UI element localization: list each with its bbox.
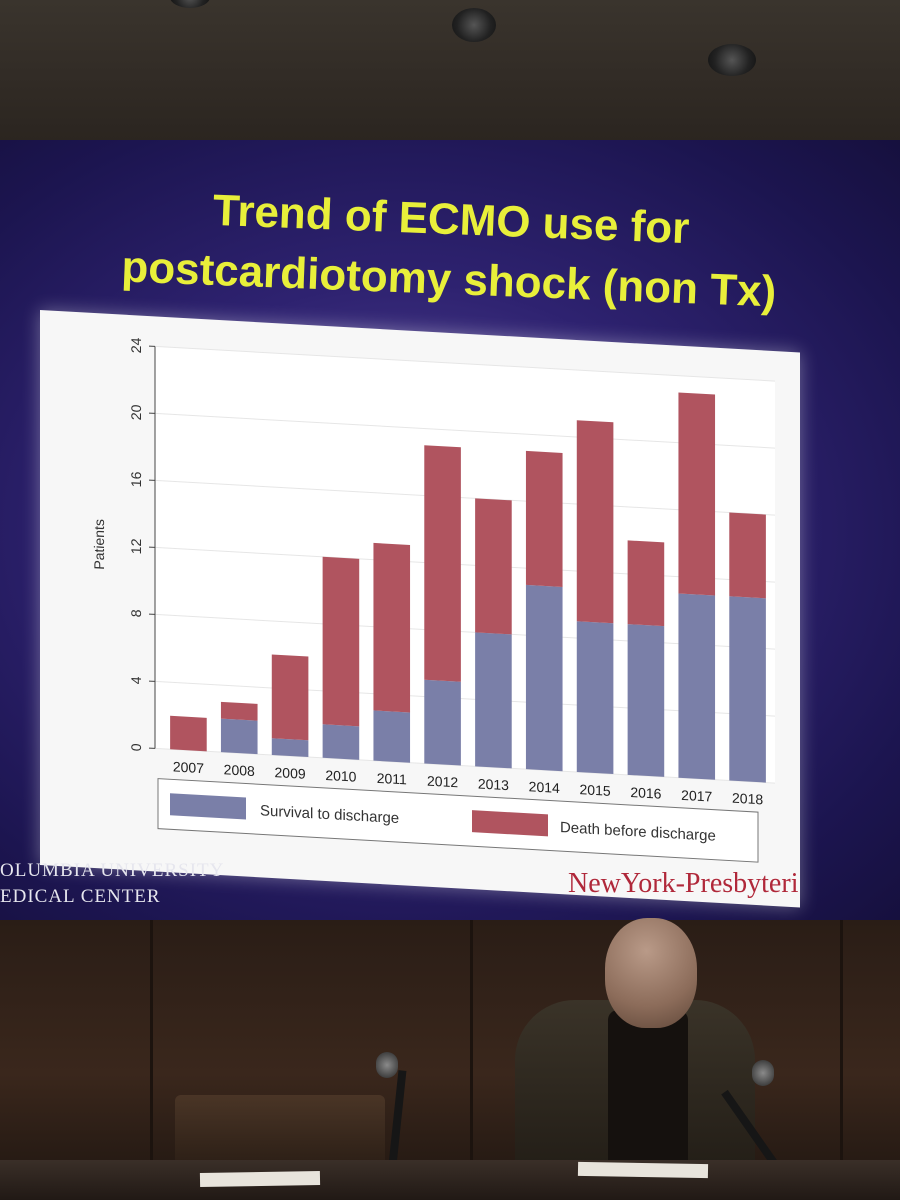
- x-tick-label: 2015: [580, 781, 611, 799]
- ceiling-light: [452, 8, 496, 42]
- wall-panel-seam: [840, 920, 843, 1200]
- gridline: [155, 345, 775, 382]
- bar-survival-2011: [373, 710, 411, 763]
- y-tick-label: 4: [128, 676, 144, 685]
- bar-death-2009: [271, 654, 309, 741]
- x-tick-label: 2018: [732, 790, 763, 808]
- hospital-logo-text: NewYork-Presbyteri: [568, 868, 799, 899]
- bar-survival-2017: [678, 593, 716, 780]
- gridline: [155, 412, 775, 449]
- x-tick-label: 2008: [224, 761, 255, 779]
- bar-death-2012: [424, 445, 461, 682]
- bar-survival-2018: [729, 596, 766, 783]
- y-tick-label: 0: [128, 743, 144, 752]
- microphone-icon: [376, 1052, 398, 1078]
- bar-death-2015: [576, 420, 614, 624]
- bar-death-2014: [525, 450, 563, 587]
- bar-survival-2012: [424, 679, 461, 766]
- footer-left-line-2: EDICAL CENTER: [0, 886, 161, 907]
- bar-death-2010: [322, 556, 360, 727]
- legend-swatch-survival: [170, 793, 246, 820]
- y-axis-label: Patients: [91, 519, 107, 570]
- y-tick-label: 12: [128, 538, 144, 555]
- wall-panel-seam: [150, 920, 153, 1200]
- ceiling-light: [708, 44, 756, 76]
- footer-left-line-1: OLUMBIA UNIVERSITY: [0, 860, 225, 881]
- bar-survival-2010: [322, 724, 360, 760]
- gridline: [155, 546, 775, 583]
- speaker-head: [605, 918, 697, 1028]
- x-tick-label: 2012: [427, 773, 458, 791]
- university-logo-text: OLUMBIA UNIVERSITY EDICAL CENTER: [0, 858, 224, 910]
- chair-back: [175, 1095, 385, 1165]
- panel-table: [0, 1160, 900, 1200]
- stacked-bar-chart: 0 4 8 12 16 20 24 Patients 2007 2008 2009 2010 2011 2…: [91, 337, 775, 863]
- ceiling: [0, 0, 900, 150]
- bar-survival-2015: [576, 621, 614, 775]
- bar-death-2008: [220, 701, 258, 721]
- x-tick-label: 2011: [377, 770, 407, 788]
- legend-box: [157, 778, 759, 863]
- x-tick-label: 2010: [325, 767, 356, 785]
- x-tick-label: 2013: [478, 775, 509, 793]
- microphone-icon: [752, 1060, 774, 1086]
- bar-survival-2016: [627, 624, 665, 777]
- bar-death-2007: [170, 715, 207, 752]
- y-tick-label: 20: [128, 404, 144, 421]
- paper-sheet: [577, 1161, 709, 1179]
- bar-death-2016: [627, 540, 665, 627]
- x-tick-label: 2017: [681, 787, 712, 805]
- gridline: [155, 680, 775, 717]
- bar-survival-2013: [475, 632, 512, 769]
- wall-panel-seam: [470, 920, 473, 1200]
- chart-panel: 0 4 8 12 16 20 24 Patients 2007 2008 2009 2010 2011 2…: [40, 310, 800, 908]
- ceiling-light: [170, 0, 210, 8]
- y-tick-label: 8: [128, 609, 144, 618]
- x-tick-label: 2009: [275, 764, 306, 782]
- gridline: [155, 613, 775, 650]
- bar-death-2013: [475, 498, 512, 635]
- gridline: [155, 747, 775, 784]
- bar-death-2018: [729, 512, 766, 599]
- bar-death-2017: [678, 392, 716, 596]
- y-tick-label: 24: [128, 337, 144, 354]
- speaker-shirt: [608, 1010, 688, 1160]
- x-tick-label: 2007: [173, 758, 204, 776]
- x-tick-label: 2016: [630, 784, 661, 802]
- gridline: [155, 479, 775, 516]
- x-tick-label: 2014: [529, 778, 560, 796]
- paper-sheet: [199, 1170, 321, 1188]
- bar-death-2011: [373, 542, 411, 713]
- legend-swatch-death: [472, 810, 548, 837]
- bar-survival-2009: [271, 738, 309, 758]
- bar-survival-2008: [220, 718, 258, 755]
- y-tick-label: 16: [128, 471, 144, 488]
- bar-survival-2014: [525, 584, 563, 772]
